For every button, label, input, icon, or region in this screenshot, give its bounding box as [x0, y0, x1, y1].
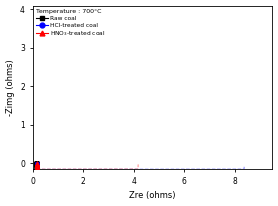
Y-axis label: -Zimg (ohms): -Zimg (ohms) — [6, 59, 14, 116]
Legend: Raw coal, HCl-treated coal, HNO$_3$-treated coal: Raw coal, HCl-treated coal, HNO$_3$-trea… — [34, 7, 108, 41]
X-axis label: Zre (ohms): Zre (ohms) — [129, 191, 176, 200]
